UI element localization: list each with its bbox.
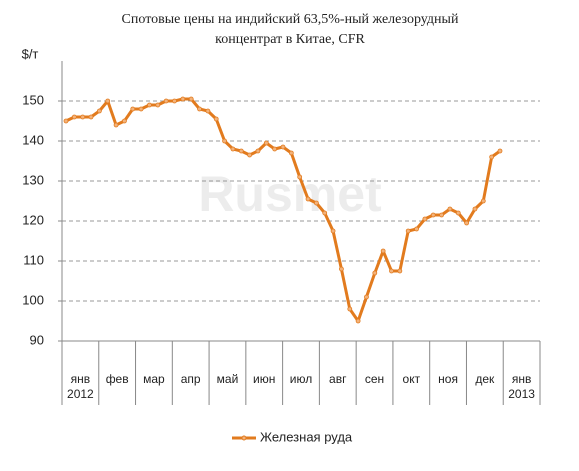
point: [147, 102, 152, 108]
point: [347, 306, 353, 312]
point: [480, 198, 486, 204]
x-tick-year: 2013: [508, 387, 535, 401]
point: [497, 148, 503, 154]
point: [188, 96, 194, 102]
chart-title: концентрат в Китае, CFR: [215, 32, 365, 47]
x-tick-label: апр: [181, 372, 201, 386]
x-tick-label: май: [217, 372, 239, 386]
point: [96, 108, 102, 114]
point: [88, 114, 94, 120]
point: [397, 268, 403, 274]
point: [247, 152, 253, 158]
point: [439, 212, 444, 218]
point: [80, 114, 86, 120]
point: [163, 98, 169, 104]
x-tick-label: июл: [290, 372, 312, 386]
point: [322, 210, 328, 216]
point: [380, 248, 386, 254]
legend-label: Железная руда: [260, 429, 353, 444]
point: [222, 138, 227, 144]
y-tick-label: 150: [22, 92, 44, 107]
point: [255, 148, 261, 154]
point: [63, 118, 69, 124]
point: [313, 200, 319, 206]
chart-title: Спотовые цены на индийский 63,5%-ный жел…: [122, 12, 459, 27]
point: [422, 216, 428, 222]
point: [455, 210, 461, 216]
x-tick-label: сен: [365, 372, 384, 386]
x-tick-label: окт: [403, 372, 421, 386]
point: [172, 98, 177, 104]
point: [213, 116, 219, 122]
point: [280, 144, 286, 150]
point: [389, 268, 394, 274]
point: [297, 174, 303, 180]
point: [489, 154, 495, 160]
y-axis-label: $/т: [22, 46, 39, 61]
x-tick-label: июн: [253, 372, 275, 386]
point: [355, 318, 361, 324]
point: [205, 108, 211, 114]
point: [464, 220, 470, 226]
point: [105, 98, 111, 104]
x-tick-label: фев: [106, 372, 129, 386]
watermark: Rusmet: [198, 166, 382, 222]
point: [155, 102, 161, 108]
x-tick-label: авг: [329, 372, 347, 386]
y-tick-label: 100: [22, 292, 44, 307]
point: [263, 140, 269, 146]
point: [430, 212, 436, 218]
y-tick-label: 120: [22, 212, 44, 227]
point: [372, 270, 378, 276]
point: [130, 106, 136, 112]
point: [180, 96, 186, 102]
x-tick-label: ноя: [438, 372, 458, 386]
y-tick-label: 90: [30, 332, 44, 347]
point: [122, 118, 127, 124]
x-tick-label: янв: [71, 372, 91, 386]
point: [472, 206, 478, 212]
x-tick-label: дек: [475, 372, 495, 386]
point: [339, 266, 344, 272]
x-tick-year: 2012: [67, 387, 94, 401]
point: [197, 106, 202, 112]
point: [288, 150, 294, 156]
point: [272, 146, 278, 152]
point: [305, 196, 311, 202]
x-tick-label: янв: [512, 372, 532, 386]
y-tick-label: 140: [22, 132, 44, 147]
point: [330, 228, 336, 234]
point: [414, 226, 419, 232]
x-tick-label: мар: [143, 372, 165, 386]
point: [113, 122, 119, 128]
point: [138, 106, 144, 112]
point: [71, 114, 77, 120]
point: [447, 206, 453, 212]
y-tick-label: 130: [22, 172, 44, 187]
legend-marker: [241, 435, 247, 441]
y-tick-label: 110: [23, 252, 44, 267]
point: [230, 146, 236, 152]
point: [405, 228, 411, 234]
point: [238, 148, 244, 154]
point: [364, 294, 369, 300]
